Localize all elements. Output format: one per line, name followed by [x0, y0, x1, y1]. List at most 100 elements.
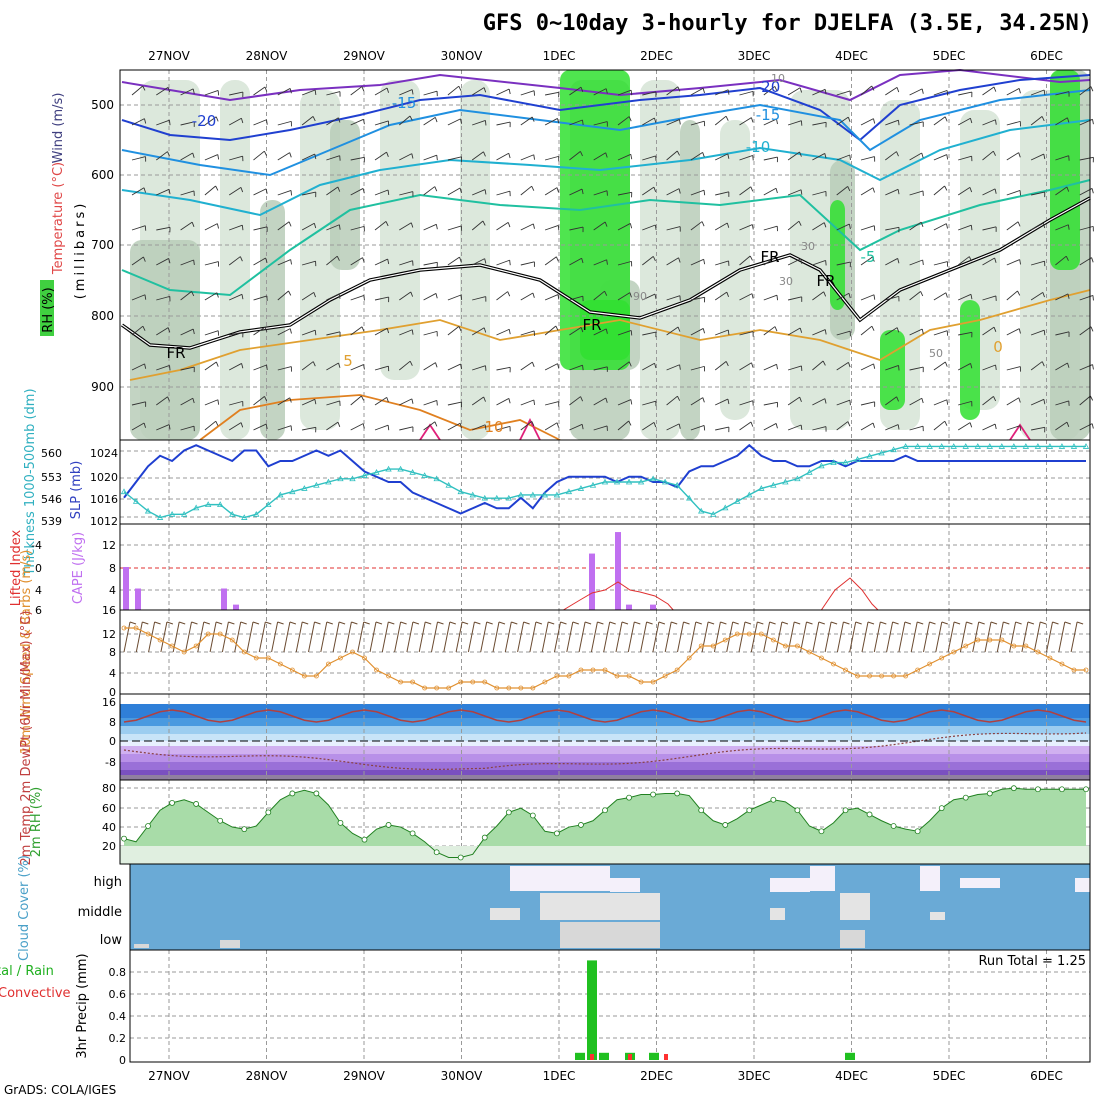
- wind-barb-staff: [860, 156, 875, 161]
- thickness-marker: [734, 498, 741, 504]
- wind-barb: [569, 326, 584, 336]
- wind-barb: [423, 186, 438, 196]
- wind-barb-staff: [180, 221, 193, 231]
- thickness-marker: [445, 481, 452, 488]
- wind-barb-staff: [520, 90, 535, 96]
- wind-barb: [374, 327, 390, 336]
- wind-barb-staff: [578, 621, 586, 653]
- wind-barb: [812, 190, 827, 197]
- wind-barb: [496, 398, 511, 406]
- wind-barb-flag: [436, 155, 438, 161]
- wind-barb-staff: [374, 296, 389, 301]
- wind-barb: [228, 363, 244, 371]
- wind-barb-staff: [824, 621, 832, 653]
- wind-barb: [253, 396, 268, 406]
- wind-barb-staff: [258, 621, 266, 653]
- contour-label: FR: [582, 316, 601, 334]
- wind-barb-staff: [982, 326, 995, 336]
- wind-barb: [423, 154, 438, 161]
- wind-barb-staff: [690, 258, 704, 266]
- wind-barb-flag: [944, 116, 948, 122]
- wind-barb-staff: [715, 89, 729, 96]
- wind-barb-flag: [361, 86, 365, 92]
- wind-barb-staff: [180, 259, 194, 266]
- wind-barb-staff: [593, 397, 607, 406]
- rh-shade-green: [560, 70, 630, 370]
- wind-barb-flag: [634, 621, 641, 625]
- wind-barb: [933, 399, 949, 406]
- wind-barb-flag: [824, 329, 827, 335]
- wind-barb-staff: [933, 292, 947, 301]
- wind-barb: [957, 186, 973, 196]
- wind-barb: [677, 621, 690, 653]
- wind-barb-flag: [968, 256, 972, 262]
- wind-barb: [1006, 397, 1021, 406]
- wind-barb: [1079, 326, 1094, 336]
- wind-barb-flag: [142, 85, 146, 91]
- wind-barb: [909, 328, 924, 336]
- wind-barb-staff: [180, 366, 195, 371]
- wind-barb-flag: [695, 621, 702, 625]
- wind-barb-flag: [653, 422, 657, 428]
- thickness-marker: [385, 465, 392, 472]
- wind-barb: [472, 365, 487, 371]
- rh-tick-label: 20: [102, 840, 116, 853]
- wind-barb-staff: [399, 153, 412, 161]
- wind-barb: [787, 621, 801, 653]
- thickness-marker: [192, 504, 200, 511]
- wind-barb-staff: [909, 152, 922, 161]
- wind-barb-staff: [910, 621, 918, 653]
- wind-barb-flag: [800, 258, 803, 264]
- wind-barb-flag: [849, 400, 851, 406]
- wind-barb: [1031, 191, 1046, 198]
- precip-tick-label: 0.8: [109, 966, 127, 979]
- wind-speed-marker: [313, 673, 319, 679]
- run-total-label: Run Total = 1.25: [978, 954, 1086, 969]
- date-label-bottom: 5DEC: [933, 1069, 966, 1083]
- wind-barb-staff: [472, 189, 486, 196]
- wind-barb: [258, 621, 272, 653]
- wind-barb-staff: [350, 364, 364, 371]
- wind-barb-staff: [204, 90, 219, 96]
- wind-barb-staff: [860, 325, 873, 336]
- wind-speed-marker: [746, 631, 752, 637]
- wind-barb-flag: [508, 329, 511, 335]
- cape-bar: [221, 588, 227, 610]
- cape-bar: [650, 604, 656, 610]
- wind-barb-staff: [1079, 225, 1094, 231]
- wind-barb: [180, 221, 195, 231]
- wind-speed-marker: [470, 679, 476, 685]
- wind-barb-flag: [459, 257, 462, 263]
- wind-speed-marker: [963, 643, 969, 649]
- wind-barb-staff: [131, 294, 146, 301]
- wind-barb-staff: [958, 224, 972, 231]
- wind-barb-flag: [168, 189, 171, 195]
- wind-barb-staff: [480, 621, 488, 653]
- wind-barb-staff: [933, 361, 946, 371]
- precip-conv-legend: Convective: [0, 986, 71, 1001]
- wind-barb: [1021, 621, 1035, 653]
- wind-barb-staff: [787, 258, 801, 266]
- wind-barb-flag: [240, 187, 244, 193]
- wind-barb-flag: [727, 153, 730, 159]
- wind-barb-staff: [690, 397, 704, 406]
- wind-barb-flag: [449, 621, 456, 625]
- wind-barb-flag: [361, 326, 365, 332]
- wind-barb-flag: [1041, 361, 1045, 367]
- wind-barb-staff: [1079, 326, 1092, 336]
- wind-barb: [666, 226, 681, 232]
- wind-barb-staff: [204, 420, 217, 431]
- wind-barb: [253, 188, 268, 196]
- wind-barb-staff: [185, 621, 192, 653]
- wind-barb-staff: [617, 330, 632, 336]
- temp-tick-label: 0: [109, 735, 116, 748]
- rh2m-marker: [602, 807, 608, 814]
- wind-barb: [423, 116, 438, 126]
- wind-barb: [1030, 222, 1046, 231]
- rh2m-series: [120, 785, 1090, 864]
- wind-barb-flag: [744, 621, 752, 625]
- wind-speed-marker: [506, 685, 512, 691]
- wind-speed-marker: [831, 661, 836, 667]
- wind-barb: [180, 397, 195, 406]
